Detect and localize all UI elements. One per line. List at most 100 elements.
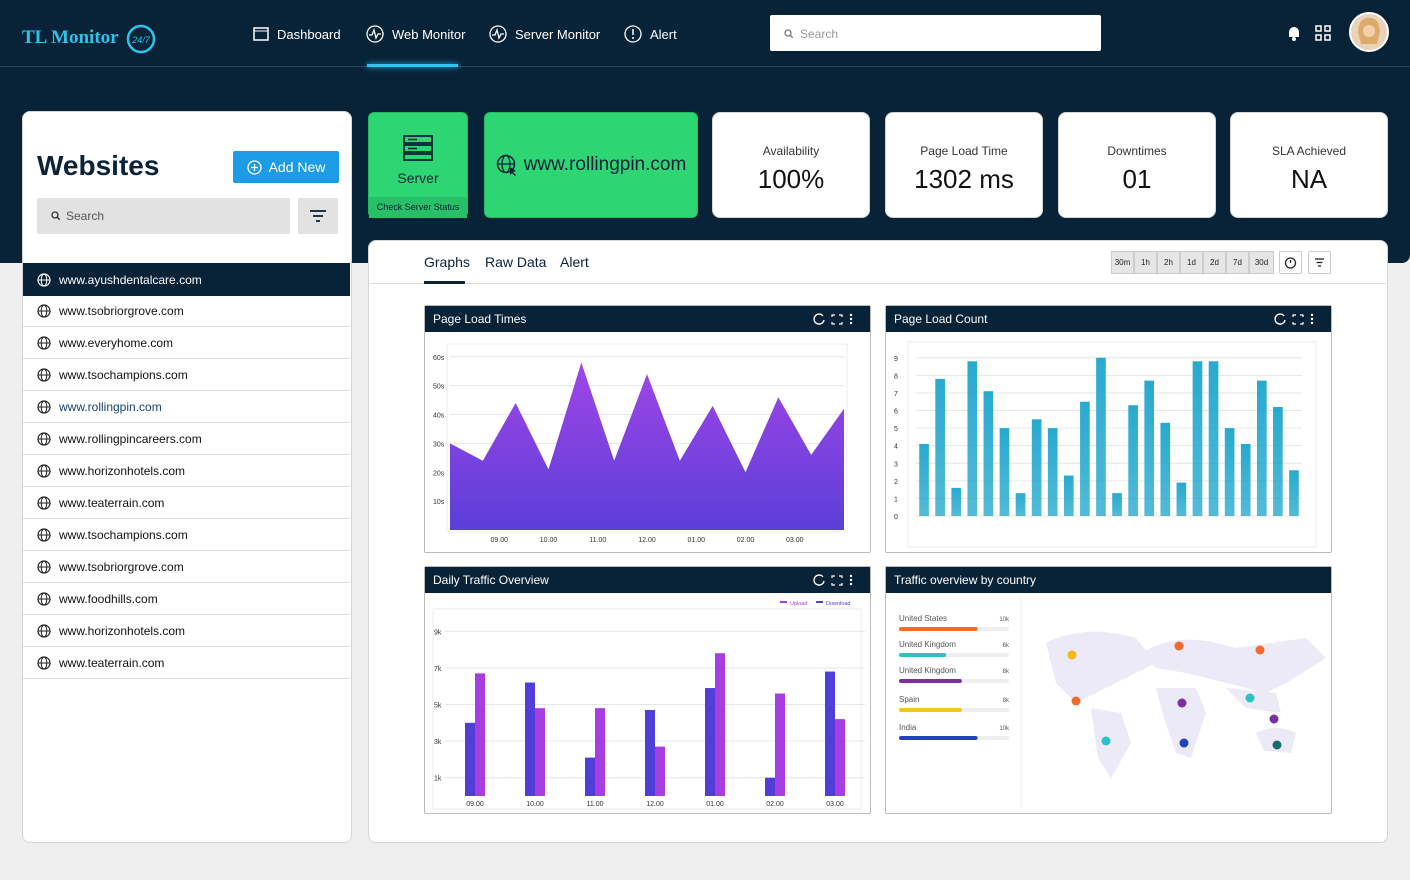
bar (1289, 470, 1299, 516)
site-card: www.rollingpin.com (484, 112, 698, 218)
site-row[interactable]: www.tsobriorgrove.com (23, 551, 350, 583)
expand-icon (831, 314, 843, 325)
site-row[interactable]: www.tsobriorgrove.com (23, 295, 350, 327)
y-tick-label: 30s (433, 441, 445, 448)
server-action[interactable]: Check Server Status (369, 197, 467, 218)
panel-actions[interactable] (1273, 312, 1319, 326)
globe-icon (37, 399, 51, 414)
bar (535, 708, 545, 796)
filter-button[interactable] (298, 198, 338, 234)
site-row[interactable]: www.foodhills.com (23, 583, 350, 615)
icon (246, 159, 262, 175)
site-row[interactable]: www.tsochampions.com (23, 359, 350, 391)
plot-frame (432, 608, 862, 810)
site-row[interactable]: www.teaterrain.com (23, 487, 350, 519)
server-icon (403, 135, 433, 161)
legend-label: Upload (790, 601, 807, 607)
sidebar-search[interactable]: Search (37, 198, 290, 234)
x-tick-label: 11.00 (589, 537, 606, 544)
bar (899, 708, 962, 712)
bar (655, 746, 665, 796)
bar (1128, 405, 1138, 516)
bar (1031, 419, 1042, 516)
icon (1284, 257, 1297, 269)
chart-title: Traffic overview by country (894, 573, 1037, 587)
map-dot (1101, 736, 1111, 746)
nav-item[interactable]: Alert (624, 24, 677, 44)
stat-value: NA (1290, 164, 1328, 194)
panel-actions[interactable] (812, 312, 858, 326)
filter-button[interactable] (1308, 251, 1331, 274)
nav-label: Alert (650, 26, 677, 42)
site-row[interactable]: www.teaterrain.com (23, 647, 350, 679)
tab[interactable]: Alert (560, 254, 589, 270)
bar (899, 736, 978, 740)
notification-icon[interactable] (1285, 24, 1303, 42)
panel-actions[interactable] (812, 573, 858, 587)
country-value: 10k (999, 617, 1010, 623)
timer-button[interactable] (1279, 251, 1302, 274)
range-button[interactable]: 1d (1180, 251, 1203, 274)
search-box[interactable]: Search (770, 15, 1101, 51)
range-button[interactable]: 2d (1203, 251, 1226, 274)
bar (715, 653, 725, 796)
stat-value: 01 (1122, 164, 1152, 194)
map-dot (1272, 740, 1282, 750)
plot-frame (446, 343, 848, 533)
tab[interactable]: Graphs (424, 254, 470, 270)
y-tick-label: 4 (894, 444, 898, 451)
divider (370, 283, 1386, 284)
site-row[interactable]: www.horizonhotels.com (23, 455, 350, 487)
site-row[interactable]: www.ayushdentalcare.com (23, 263, 350, 296)
site-row[interactable]: www.rollingpincareers.com (23, 423, 350, 455)
country-value: 8k (1003, 669, 1010, 675)
menu-dot (849, 574, 853, 578)
bar (999, 428, 1010, 516)
tab[interactable]: Raw Data (485, 254, 547, 270)
bar (1096, 357, 1106, 516)
nav-item[interactable]: Server Monitor (489, 24, 600, 44)
map-dot (1245, 693, 1255, 703)
range-button[interactable]: 1h (1134, 251, 1157, 274)
continent (1256, 728, 1296, 753)
avatar[interactable] (1349, 12, 1389, 52)
site-name: www.tsobriorgrove.com (59, 559, 184, 574)
icon (1315, 258, 1324, 267)
chart-title: Daily Traffic Overview (433, 573, 549, 587)
site-row[interactable]: www.horizonhotels.com (23, 615, 350, 647)
bar (705, 688, 715, 796)
y-tick-label: 5 (894, 426, 898, 433)
site-row[interactable]: www.tsochampions.com (23, 519, 350, 551)
server-card[interactable]: Server Check Server Status (368, 112, 468, 218)
stat-label: Page Load Time (920, 144, 1008, 158)
logo[interactable]: TL Monitor 24/7 (22, 22, 157, 54)
bar (1240, 443, 1251, 516)
icon (310, 210, 326, 222)
menu-dot (1310, 317, 1314, 321)
map-dot (1179, 738, 1189, 748)
range-button[interactable]: 30d (1249, 251, 1274, 274)
stat-card: SLA Achieved NA (1230, 112, 1388, 218)
site-row[interactable]: www.rollingpin.com (23, 391, 350, 423)
nav-item[interactable]: Dashboard (253, 24, 341, 44)
range-button[interactable]: 30m (1111, 251, 1134, 274)
active-tab-indicator (424, 281, 465, 284)
chart-header: Page Load Times (425, 306, 870, 332)
bar (465, 722, 475, 796)
site-name: www.rollingpin.com (59, 399, 162, 414)
map-dot (1174, 641, 1184, 651)
x-tick-label: 11.00 (587, 801, 604, 808)
stat-label: Downtimes (1107, 144, 1167, 158)
apps-icon[interactable] (1315, 25, 1331, 41)
range-button[interactable]: 2h (1157, 251, 1180, 274)
divider (0, 66, 1410, 67)
chart-header: Page Load Count (886, 306, 1331, 332)
stat-label: SLA Achieved (1271, 144, 1347, 158)
sidebar-title: Websites (37, 150, 160, 181)
nav-item[interactable]: Web Monitor (366, 24, 465, 44)
site-row[interactable]: www.everyhome.com (23, 327, 350, 359)
range-button[interactable]: 7d (1226, 251, 1249, 274)
bar (525, 682, 535, 796)
add-button[interactable]: Add New (233, 151, 339, 183)
